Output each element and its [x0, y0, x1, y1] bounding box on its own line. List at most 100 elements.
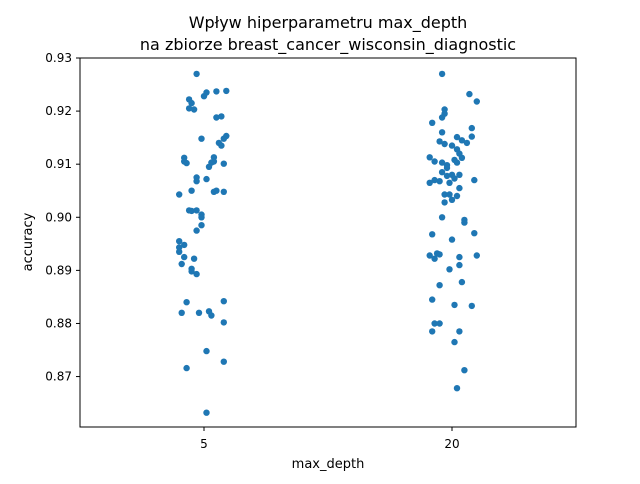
- data-point: [456, 253, 463, 261]
- x-tick-label: 20: [444, 437, 459, 451]
- data-point: [431, 176, 438, 184]
- data-point: [443, 172, 451, 180]
- data-point: [436, 282, 443, 289]
- data-point: [471, 230, 478, 237]
- data-point: [458, 154, 466, 161]
- data-point: [426, 154, 433, 161]
- data-point: [190, 255, 198, 262]
- data-point: [443, 164, 451, 172]
- data-point: [448, 236, 456, 243]
- data-point: [463, 139, 471, 147]
- data-point: [193, 227, 200, 234]
- data-point: [426, 252, 433, 259]
- chart-title-line-2: na zbiorze breast_cancer_wisconsin_diagn…: [140, 35, 516, 55]
- data-point: [438, 129, 446, 136]
- data-point: [188, 207, 195, 215]
- y-tick-label: 0.90: [45, 210, 72, 224]
- data-point: [188, 99, 195, 107]
- data-point: [183, 364, 190, 372]
- data-point: [198, 214, 205, 221]
- data-point: [436, 251, 443, 258]
- data-point: [176, 248, 183, 255]
- y-tick-label: 0.92: [45, 104, 72, 118]
- data-point: [431, 320, 438, 327]
- data-point: [448, 142, 456, 149]
- data-point: [453, 385, 461, 392]
- data-point: [220, 135, 227, 142]
- data-point: [473, 252, 480, 259]
- data-point: [223, 87, 230, 95]
- data-point: [453, 192, 461, 200]
- data-point: [458, 278, 466, 286]
- data-point: [441, 199, 448, 206]
- data-point: [466, 90, 473, 98]
- data-point: [451, 301, 458, 309]
- data-point: [193, 178, 200, 185]
- data-point: [205, 163, 213, 170]
- data-point: [193, 270, 200, 278]
- data-point: [473, 98, 480, 105]
- data-point: [436, 320, 443, 327]
- plot-frame: [79, 57, 577, 428]
- data-point: [431, 158, 438, 165]
- data-point: [188, 187, 195, 194]
- y-tick-label: 0.88: [45, 316, 72, 330]
- data-point: [213, 88, 220, 95]
- data-point: [220, 188, 227, 195]
- y-tick-label: 0.89: [45, 263, 72, 277]
- data-point: [181, 241, 188, 249]
- data-point: [438, 159, 446, 166]
- data-point: [193, 70, 200, 78]
- data-point: [431, 255, 438, 262]
- y-tick-label: 0.93: [45, 51, 72, 65]
- data-point: [461, 219, 468, 226]
- data-point: [448, 196, 456, 203]
- data-point: [438, 169, 446, 176]
- data-point: [178, 309, 185, 316]
- data-point: [218, 142, 225, 149]
- data-point: [190, 106, 198, 113]
- data-point: [210, 158, 218, 165]
- data-point: [436, 178, 443, 185]
- data-point: [203, 409, 210, 416]
- data-point: [176, 191, 183, 198]
- data-point: [220, 160, 227, 167]
- data-point: [456, 261, 463, 269]
- data-point: [468, 133, 475, 140]
- data-point: [220, 358, 227, 365]
- data-point: [195, 309, 203, 316]
- data-point: [426, 179, 433, 186]
- data-point: [183, 159, 190, 167]
- data-point: [429, 328, 436, 335]
- data-point: [438, 70, 446, 78]
- data-point: [441, 191, 448, 198]
- data-point: [471, 176, 478, 184]
- data-point: [438, 114, 446, 121]
- data-point: [203, 347, 210, 355]
- data-point: [446, 266, 453, 273]
- x-axis-label: max_depth: [292, 457, 365, 472]
- data-point: [429, 231, 436, 238]
- data-point: [198, 222, 205, 229]
- data-point: [456, 184, 463, 192]
- data-point: [446, 179, 453, 186]
- y-axis: 0.87 0.88 0.89 0.90 0.91 0.92 0.93: [45, 51, 80, 384]
- data-point: [453, 159, 461, 166]
- y-tick-label: 0.87: [45, 370, 72, 384]
- data-point: [193, 207, 200, 214]
- data-point: [429, 296, 436, 303]
- chart-title-line-1: Wpływ hiperparametru max_depth: [189, 13, 468, 33]
- data-point: [468, 302, 475, 310]
- data-point: [220, 319, 227, 326]
- data-point: [446, 191, 453, 198]
- data-point: [218, 113, 225, 120]
- y-axis-label: accuracy: [21, 212, 36, 271]
- data-point: [183, 299, 190, 306]
- data-point: [176, 238, 183, 245]
- data-point: [429, 119, 436, 127]
- data-point: [188, 268, 195, 275]
- data-point: [453, 133, 461, 141]
